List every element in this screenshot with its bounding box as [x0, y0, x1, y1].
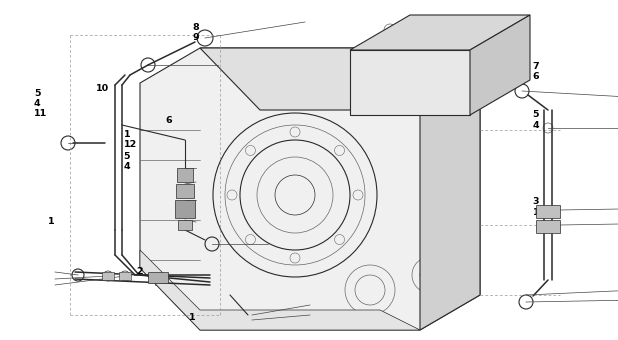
Text: 6: 6	[166, 116, 172, 125]
Polygon shape	[148, 272, 168, 283]
Text: 12: 12	[124, 140, 137, 149]
Text: 9: 9	[193, 33, 200, 42]
Text: 1: 1	[188, 313, 195, 322]
Text: 4: 4	[124, 162, 130, 171]
Polygon shape	[536, 220, 560, 233]
Text: 1: 1	[124, 130, 130, 139]
Text: 6: 6	[533, 72, 540, 81]
Text: 7: 7	[533, 62, 540, 71]
Text: 4: 4	[533, 121, 540, 130]
Polygon shape	[350, 15, 530, 50]
Text: 1: 1	[48, 217, 55, 225]
Polygon shape	[178, 220, 192, 230]
Text: 8: 8	[193, 23, 200, 32]
Polygon shape	[140, 48, 480, 330]
Polygon shape	[200, 48, 480, 110]
Polygon shape	[119, 272, 131, 280]
Polygon shape	[470, 15, 530, 115]
Polygon shape	[175, 200, 195, 218]
Text: 1: 1	[533, 208, 540, 217]
Text: 11: 11	[34, 109, 47, 118]
Text: 5: 5	[533, 110, 540, 119]
Text: 10: 10	[96, 84, 109, 93]
Text: 5: 5	[124, 152, 130, 161]
Polygon shape	[102, 272, 114, 280]
Polygon shape	[176, 184, 194, 198]
Text: 4: 4	[34, 99, 41, 108]
Polygon shape	[420, 48, 480, 330]
Polygon shape	[536, 205, 560, 218]
Text: 3: 3	[533, 197, 540, 206]
Text: 2: 2	[136, 268, 143, 276]
Polygon shape	[140, 250, 420, 330]
Polygon shape	[177, 168, 193, 182]
Polygon shape	[350, 50, 470, 115]
Text: 5: 5	[34, 89, 41, 98]
